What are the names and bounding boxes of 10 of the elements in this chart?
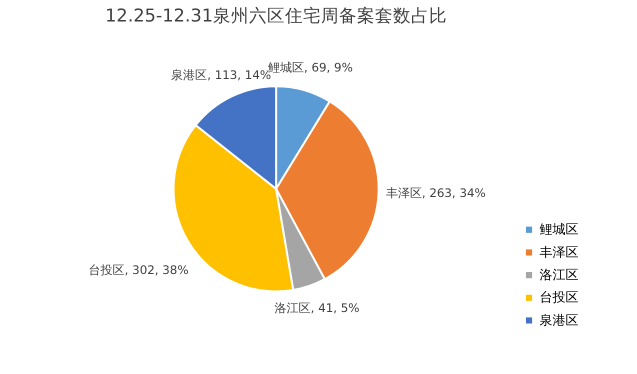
legend-label: 丰泽区 <box>539 245 578 260</box>
chart-title: 12.25-12.31泉州六区住宅周备案套数占比 <box>105 5 448 26</box>
data-label: 台投区, 302, 38% <box>88 263 189 278</box>
data-label: 丰泽区, 263, 34% <box>386 186 486 200</box>
data-label: 洛江区, 41, 5% <box>274 301 360 316</box>
legend-label: 鲤城区 <box>539 222 578 238</box>
data-label: 鲤城区, 69, 9% <box>268 60 353 74</box>
legend-label: 台投区 <box>539 290 578 306</box>
legend-label: 洛江区 <box>539 268 578 284</box>
legend-label: 泉港区 <box>539 313 578 328</box>
